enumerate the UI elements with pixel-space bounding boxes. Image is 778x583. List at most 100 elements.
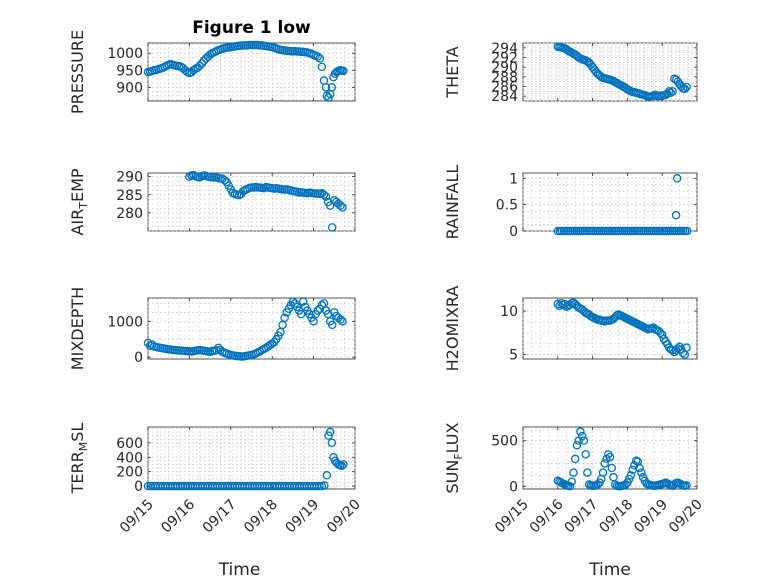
data-point xyxy=(572,440,582,450)
data-point xyxy=(336,201,345,210)
data-point xyxy=(598,468,608,477)
y-tick-label: 10 xyxy=(500,304,518,320)
x-tick-label: 09/19 xyxy=(283,497,323,537)
x-tick-label: 09/17 xyxy=(562,497,602,537)
data-point xyxy=(315,481,324,491)
y-tick-label: 290 xyxy=(491,60,518,76)
data-point xyxy=(338,317,347,326)
x-tick-label: 09/15 xyxy=(117,497,157,537)
data-point xyxy=(567,477,576,486)
y-tick-label: 284 xyxy=(491,89,518,105)
data-point xyxy=(666,88,676,98)
data-point xyxy=(325,201,335,210)
y-tick-label: 500 xyxy=(491,434,518,450)
data-point xyxy=(321,83,331,92)
y-tick-label: 0 xyxy=(509,479,518,495)
data-point xyxy=(315,54,325,63)
data-point xyxy=(682,343,691,352)
series-h2omixra xyxy=(553,298,691,359)
data-point xyxy=(672,174,682,183)
data-point xyxy=(668,346,677,355)
y-tick-label: 286 xyxy=(491,80,518,96)
data-point xyxy=(664,87,674,96)
x-tick-label: 09/20 xyxy=(666,497,706,537)
y-tick-label: 600 xyxy=(116,436,143,452)
data-point xyxy=(255,347,265,356)
data-point xyxy=(317,300,327,310)
axes-mixdepth: 0 1000 MIXDEPTH xyxy=(68,287,356,370)
y-tick-label: 900 xyxy=(116,80,143,96)
data-point xyxy=(605,452,615,462)
data-point xyxy=(195,61,204,71)
y-tick-label: 5 xyxy=(509,348,518,364)
axes-rainfall: 0 0.5 1 RAINFALL xyxy=(443,165,698,240)
data-point xyxy=(656,328,665,338)
data-point xyxy=(671,210,681,220)
data-point xyxy=(288,297,298,306)
y-tick-label: 0.5 xyxy=(496,198,518,214)
y-tick-label: 0 xyxy=(509,224,518,240)
chart-title: Figure 1 low xyxy=(192,18,311,38)
x-tick-label: 09/15 xyxy=(492,497,532,537)
data-point xyxy=(313,52,322,61)
series-terr_msl xyxy=(143,427,348,491)
y-axis-label: TERRMSL xyxy=(68,423,90,495)
data-point xyxy=(682,82,691,92)
data-point xyxy=(337,461,347,471)
data-point xyxy=(637,468,646,477)
data-point xyxy=(296,309,306,319)
data-point xyxy=(600,459,610,468)
y-tick-label: 200 xyxy=(116,465,143,481)
data-point xyxy=(579,436,589,445)
data-point xyxy=(322,471,332,480)
data-point xyxy=(626,471,636,480)
data-point xyxy=(212,346,221,355)
data-point xyxy=(339,66,348,76)
y-tick-label: 285 xyxy=(116,188,143,204)
y-axis-label: MIXDEPTH xyxy=(68,287,87,370)
data-point xyxy=(565,482,575,491)
y-tick-label: 400 xyxy=(116,450,143,466)
y-axis-label: THETA xyxy=(443,46,462,98)
series-rainfall xyxy=(553,174,692,236)
data-point xyxy=(317,62,327,72)
y-tick-label: 1 xyxy=(509,171,518,187)
data-point xyxy=(577,431,587,441)
y-tick-label: 1000 xyxy=(107,314,143,330)
y-tick-label: 290 xyxy=(116,170,143,186)
data-point xyxy=(327,83,337,92)
y-axis-label: H2OMIXRA xyxy=(443,286,462,372)
data-point xyxy=(327,438,337,448)
y-tick-label: 294 xyxy=(491,41,518,57)
data-point xyxy=(280,313,289,322)
data-point xyxy=(682,481,691,490)
y-axis-label: AIRTEMP xyxy=(68,168,90,235)
data-point xyxy=(673,344,683,353)
y-axis-label: RAINFALL xyxy=(443,165,462,240)
x-axis-label: Time xyxy=(218,560,261,580)
x-tick-label: 09/16 xyxy=(158,496,198,536)
y-tick-label: 292 xyxy=(491,51,518,67)
axes-h2omixra: 5 10 H2OMIXRA xyxy=(443,286,698,372)
data-point xyxy=(319,190,329,199)
plot-area xyxy=(522,297,698,360)
data-point xyxy=(313,306,322,315)
data-point xyxy=(327,223,337,232)
data-point xyxy=(680,84,690,94)
data-point xyxy=(668,87,677,96)
data-point xyxy=(683,226,692,236)
data-point xyxy=(657,330,667,339)
x-axis-label: Time xyxy=(588,560,631,580)
x-tick-label: 09/18 xyxy=(596,497,636,537)
data-point xyxy=(635,463,644,473)
data-point xyxy=(339,460,348,469)
y-tick-label: 280 xyxy=(116,206,143,222)
data-point xyxy=(576,427,585,436)
x-tick-label: 09/19 xyxy=(631,497,671,537)
data-point xyxy=(205,50,215,59)
series-theta xyxy=(553,42,691,101)
x-tick-label: 09/20 xyxy=(324,497,364,537)
